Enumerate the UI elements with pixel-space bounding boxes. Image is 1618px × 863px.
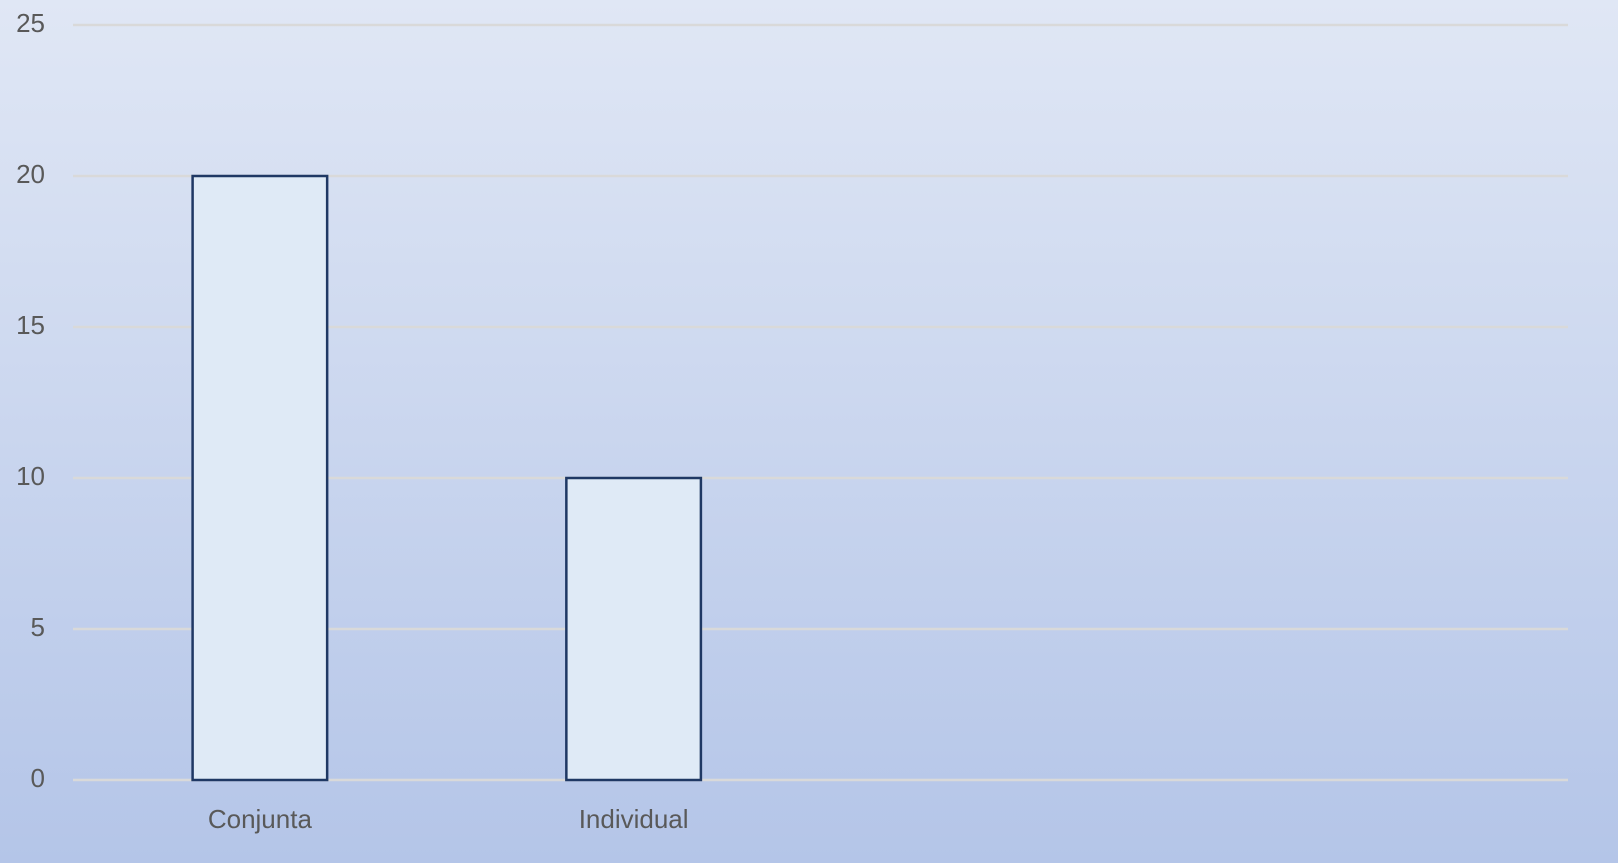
y-tick-label: 5 bbox=[31, 612, 45, 642]
bar bbox=[191, 174, 329, 782]
y-tick-label: 0 bbox=[31, 763, 45, 793]
y-tick-label: 20 bbox=[16, 159, 45, 189]
y-tick-label: 25 bbox=[16, 8, 45, 38]
x-tick-label: Individual bbox=[579, 804, 689, 834]
x-tick-label: Conjunta bbox=[208, 804, 313, 834]
bar bbox=[565, 476, 703, 782]
y-tick-label: 15 bbox=[16, 310, 45, 340]
y-tick-label: 10 bbox=[16, 461, 45, 491]
